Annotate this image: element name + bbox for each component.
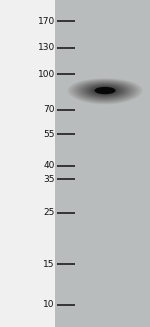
Ellipse shape [86,84,124,97]
Ellipse shape [73,80,137,102]
Text: 40: 40 [43,162,55,170]
Ellipse shape [69,79,141,104]
Ellipse shape [96,87,114,94]
Text: 35: 35 [43,175,55,184]
Text: 170: 170 [38,17,55,26]
Ellipse shape [68,78,142,104]
Bar [0,0,55,327]
Ellipse shape [75,81,135,101]
Text: 100: 100 [38,70,55,79]
Ellipse shape [79,82,131,100]
Ellipse shape [98,88,112,93]
Text: 55: 55 [43,129,55,139]
Ellipse shape [92,86,118,95]
Text: 10: 10 [43,300,55,309]
Ellipse shape [81,82,129,99]
Ellipse shape [90,85,120,96]
Text: 130: 130 [38,43,55,53]
Text: 25: 25 [43,209,55,217]
Ellipse shape [103,90,107,91]
Text: 15: 15 [43,260,55,268]
Ellipse shape [82,83,128,99]
Ellipse shape [94,87,116,95]
Ellipse shape [71,79,139,103]
Text: 70: 70 [43,105,55,114]
Ellipse shape [94,87,116,94]
Ellipse shape [84,84,126,98]
Ellipse shape [77,81,133,101]
Bar [55,0,150,327]
Ellipse shape [99,89,111,93]
Ellipse shape [88,85,122,96]
Ellipse shape [101,89,109,92]
